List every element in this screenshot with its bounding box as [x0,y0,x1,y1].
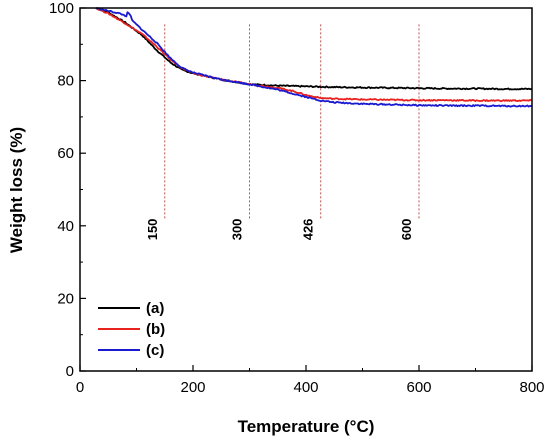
x-tick-label: 0 [76,379,84,396]
y-tick-label: 80 [57,73,74,90]
x-tick-label: 600 [406,379,431,396]
y-axis-title: Weight loss (%) [7,127,26,253]
annotation-label-426: 426 [301,219,316,241]
series-line-c [95,7,533,108]
y-axis-ticks: 0 20 40 60 80 100 [49,0,86,380]
annotation-label-600: 600 [399,219,414,241]
annotation-label-300: 300 [230,219,245,241]
series-line-a [95,7,533,91]
legend-label-c: (c) [146,342,164,359]
y-tick-label: 60 [57,145,74,162]
legend: (a) (b) (c) [98,300,165,359]
x-tick-label: 800 [519,379,544,396]
y-tick-label: 0 [66,363,74,380]
y-tick-label: 40 [57,218,74,235]
annotation-layer: 150 300 426 600 [145,24,420,241]
series-layer [95,7,533,108]
x-axis-title: Temperature (°C) [238,417,375,436]
x-axis-ticks: 0 200 400 600 800 [76,365,545,396]
annotation-label-150: 150 [145,219,160,241]
x-tick-label: 400 [293,379,318,396]
y-tick-label: 100 [49,0,74,17]
x-tick-label: 200 [180,379,205,396]
legend-label-a: (a) [146,300,164,317]
y-tick-label: 20 [57,290,74,307]
legend-label-b: (b) [146,321,165,338]
